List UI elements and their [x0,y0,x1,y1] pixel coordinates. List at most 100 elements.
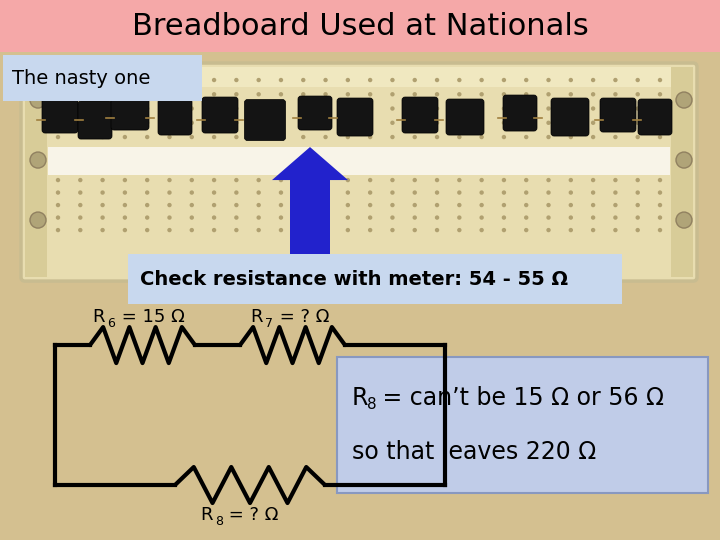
Text: Breadboard Used at Nationals: Breadboard Used at Nationals [132,11,588,40]
Polygon shape [272,147,348,180]
Circle shape [145,78,149,82]
Circle shape [167,106,171,111]
Circle shape [524,106,528,111]
Circle shape [323,106,328,111]
Circle shape [480,106,484,111]
Circle shape [502,106,506,111]
Circle shape [591,135,595,139]
Circle shape [591,215,595,220]
Circle shape [524,78,528,82]
Circle shape [480,203,484,207]
Circle shape [256,215,261,220]
Circle shape [636,178,640,183]
Circle shape [368,203,372,207]
Circle shape [435,215,439,220]
Circle shape [636,92,640,97]
Circle shape [480,191,484,195]
Circle shape [279,92,283,97]
Circle shape [658,106,662,111]
Circle shape [502,78,506,82]
Circle shape [301,120,305,125]
Circle shape [189,120,194,125]
Circle shape [256,92,261,97]
Circle shape [613,78,618,82]
Text: 6: 6 [107,316,115,329]
Circle shape [279,203,283,207]
Bar [25,67,693,87]
Circle shape [346,215,350,220]
Circle shape [591,228,595,232]
Circle shape [390,106,395,111]
Circle shape [413,203,417,207]
Circle shape [256,228,261,232]
Circle shape [189,228,194,232]
Circle shape [546,191,551,195]
Circle shape [167,135,171,139]
Circle shape [122,191,127,195]
Circle shape [413,228,417,232]
Circle shape [212,228,216,232]
Circle shape [212,120,216,125]
Circle shape [413,191,417,195]
Circle shape [100,203,105,207]
Circle shape [480,178,484,183]
Circle shape [435,203,439,207]
Circle shape [569,215,573,220]
FancyBboxPatch shape [446,99,484,135]
Circle shape [301,178,305,183]
Text: R: R [200,506,212,524]
Circle shape [234,106,238,111]
Circle shape [390,215,395,220]
Circle shape [613,135,618,139]
Circle shape [100,106,105,111]
Circle shape [524,203,528,207]
Circle shape [569,228,573,232]
Text: 8: 8 [367,396,377,411]
Circle shape [78,215,83,220]
Circle shape [546,92,551,97]
Circle shape [346,203,350,207]
Circle shape [457,106,462,111]
Circle shape [613,228,618,232]
Circle shape [189,78,194,82]
Circle shape [100,191,105,195]
Circle shape [413,106,417,111]
Circle shape [546,178,551,183]
Circle shape [591,92,595,97]
Circle shape [234,135,238,139]
Circle shape [591,203,595,207]
Circle shape [658,228,662,232]
Circle shape [256,203,261,207]
Circle shape [457,92,462,97]
Circle shape [56,215,60,220]
Circle shape [234,92,238,97]
Circle shape [502,135,506,139]
Circle shape [122,228,127,232]
Circle shape [368,106,372,111]
Circle shape [524,135,528,139]
Circle shape [122,178,127,183]
Circle shape [323,78,328,82]
Circle shape [390,135,395,139]
Circle shape [167,120,171,125]
Circle shape [502,178,506,183]
Circle shape [658,78,662,82]
Circle shape [323,120,328,125]
Circle shape [546,203,551,207]
FancyBboxPatch shape [337,98,373,136]
Bar [25,67,47,277]
Circle shape [167,92,171,97]
Circle shape [346,178,350,183]
Circle shape [636,78,640,82]
Circle shape [546,135,551,139]
Circle shape [613,92,618,97]
Circle shape [368,191,372,195]
Circle shape [502,228,506,232]
Circle shape [189,106,194,111]
Circle shape [167,178,171,183]
Circle shape [636,135,640,139]
Circle shape [613,120,618,125]
Circle shape [256,178,261,183]
Circle shape [613,191,618,195]
Circle shape [122,120,127,125]
